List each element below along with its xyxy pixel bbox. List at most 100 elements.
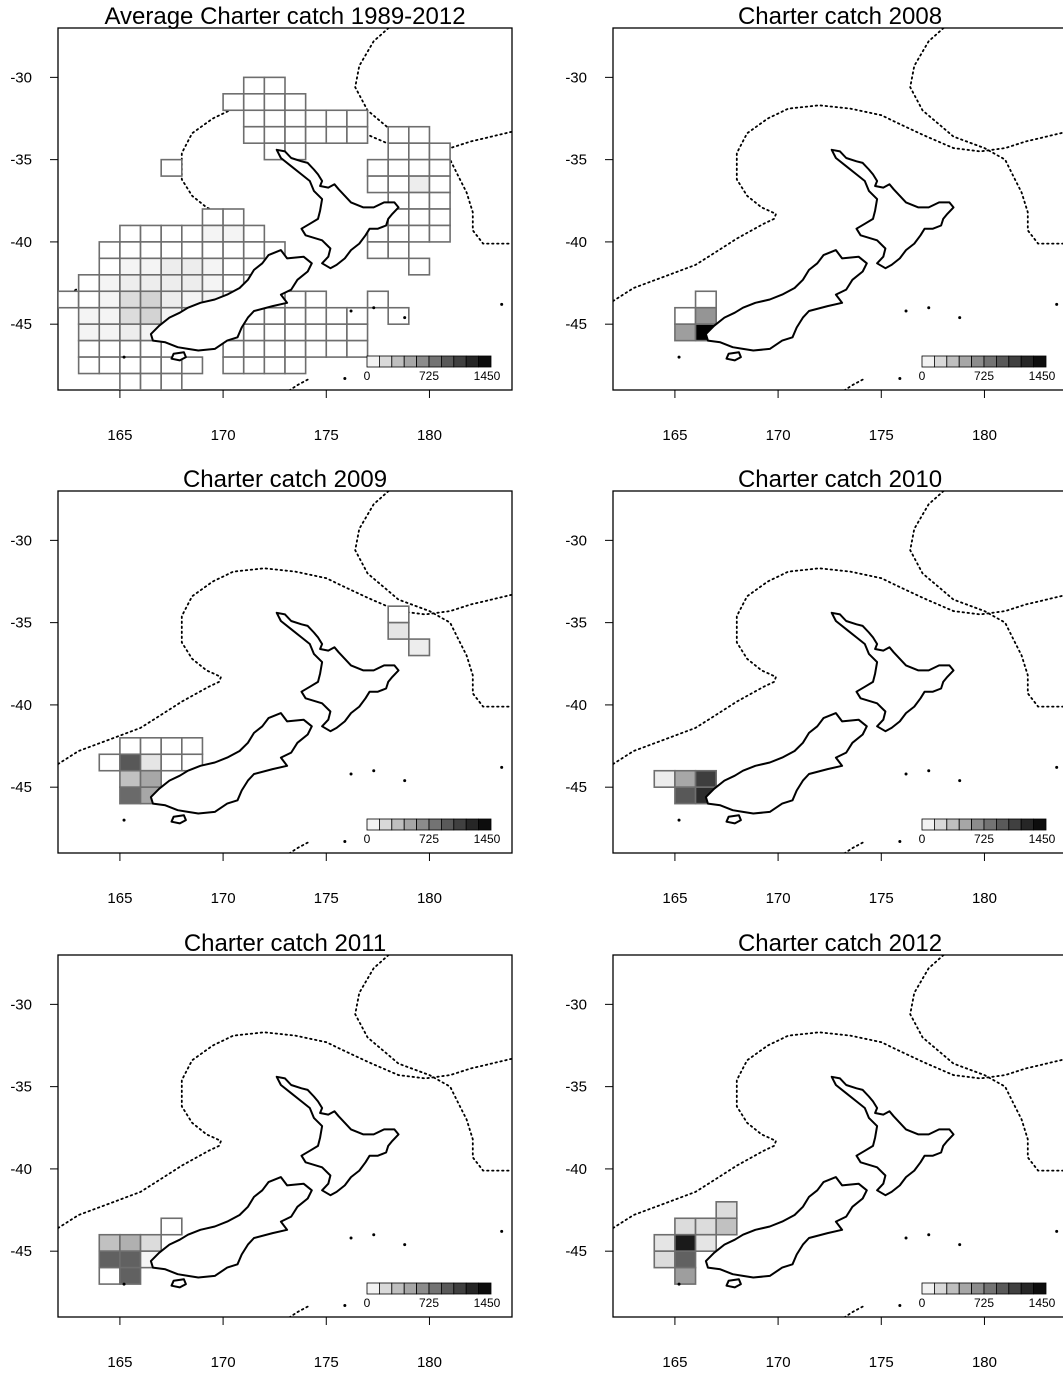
x-tick-label: 165: [107, 1354, 132, 1371]
catch-cell: [222, 208, 245, 227]
catch-cell: [428, 224, 451, 243]
map-layer: [613, 28, 1063, 390]
catch-cell: [366, 175, 389, 194]
catch-cell: [98, 1233, 121, 1252]
panel-title: Charter catch 2009: [183, 466, 387, 493]
catch-cell: [58, 290, 80, 309]
legend-swatch: [453, 355, 467, 368]
catch-cell: [694, 306, 717, 325]
catch-cell: [222, 241, 245, 260]
y-tick-label: -45: [10, 1243, 32, 1260]
islet: [904, 1236, 908, 1240]
x-tick-label: 165: [107, 890, 132, 907]
catch-cell: [139, 274, 162, 293]
y-tick-label: -40: [10, 234, 32, 251]
legend-swatch: [478, 355, 492, 368]
y-tick-label: -45: [565, 1243, 587, 1260]
catch-cell: [694, 290, 717, 309]
legend-label: 0: [364, 832, 371, 846]
legend-swatch: [983, 1282, 997, 1295]
catch-cell: [98, 1266, 121, 1285]
catch-cell: [387, 125, 410, 144]
legend-swatch: [995, 355, 1010, 368]
legend-swatch: [933, 818, 948, 831]
x-tick-label: 180: [417, 1354, 442, 1371]
catch-cell: [674, 1233, 697, 1252]
coastline: [170, 814, 187, 825]
catch-cell: [428, 142, 451, 161]
x-tick-label: 170: [211, 890, 236, 907]
legend-swatch: [946, 355, 960, 368]
catch-cell: [181, 356, 204, 375]
coastline: [830, 1075, 955, 1197]
catch-cell: [387, 241, 410, 260]
legend-label: 1450: [1029, 369, 1056, 383]
legend-swatch: [921, 355, 935, 368]
catch-cell: [98, 1250, 121, 1269]
catch-cell: [77, 339, 101, 358]
legend-label: 725: [419, 1296, 439, 1310]
legend-swatch: [465, 818, 480, 831]
catch-cell: [304, 290, 328, 309]
legend-swatch: [983, 355, 997, 368]
catch-cell: [160, 737, 183, 756]
catch-cell: [160, 257, 183, 276]
legend-swatch: [478, 818, 492, 831]
legend-swatch: [440, 818, 455, 831]
legend-swatch: [983, 818, 997, 831]
y-tick-label: -45: [10, 779, 32, 796]
catch-cell: [77, 290, 101, 309]
eez-boundary: [909, 491, 1063, 708]
catch-cell: [242, 339, 266, 358]
catch-cell: [201, 257, 224, 276]
catch-cell: [139, 224, 162, 243]
catch-cell: [346, 339, 369, 358]
eez-boundary: [909, 28, 1063, 245]
catch-cell: [304, 306, 328, 325]
x-tick-label: 170: [766, 890, 791, 907]
x-tick-label: 175: [869, 890, 894, 907]
eez-boundary: [843, 377, 866, 390]
legend-swatch: [971, 1282, 985, 1295]
coastline: [149, 249, 313, 352]
catch-cell: [139, 241, 162, 260]
legend-label: 0: [364, 1296, 371, 1310]
catch-cell: [119, 339, 142, 358]
catch-cell: [139, 306, 162, 325]
legend-swatch: [366, 818, 380, 831]
legend-swatch: [971, 818, 985, 831]
catch-cell: [160, 241, 183, 260]
catch-cell: [715, 1201, 738, 1220]
catch-cell: [181, 737, 204, 756]
map-panel: Charter catch 2008 165 170 175 180 -30 -35 -40 -…: [565, 3, 1063, 444]
islet: [677, 355, 681, 359]
legend-label: 725: [419, 832, 439, 846]
catch-cell: [428, 175, 451, 194]
islet: [500, 302, 504, 306]
legend-swatch: [1020, 818, 1035, 831]
eez-boundary: [354, 955, 512, 1172]
catch-cell: [387, 224, 410, 243]
legend-swatch: [958, 818, 973, 831]
legend-swatch: [453, 818, 467, 831]
legend-label: 725: [974, 369, 994, 383]
catch-cell: [242, 356, 266, 375]
legend-label: 725: [974, 832, 994, 846]
coastline: [275, 611, 400, 733]
x-tick-label: 170: [766, 1354, 791, 1371]
islet: [898, 1303, 902, 1307]
islet: [343, 1303, 347, 1307]
map-panel: Charter catch 2011 165 170 175 180 -30 -35 -40 -…: [10, 930, 513, 1371]
catch-cell: [181, 274, 204, 293]
catch-cell: [201, 224, 224, 243]
coastline: [275, 148, 400, 270]
legend-swatch: [428, 355, 442, 368]
islet: [1055, 765, 1059, 769]
catch-cell: [139, 1233, 162, 1252]
catch-cell: [263, 125, 286, 144]
catch-cell: [181, 241, 204, 260]
catch-cell: [284, 125, 307, 144]
catch-cell: [408, 208, 431, 227]
catch-cell: [284, 290, 307, 309]
